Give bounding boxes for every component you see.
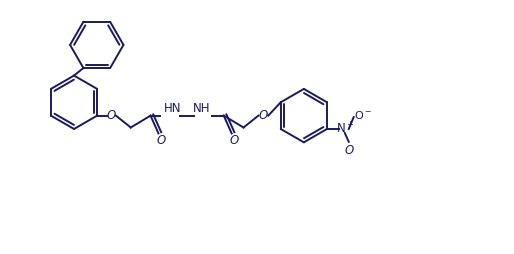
Text: NH: NH [193,102,211,115]
Text: O: O [157,134,166,147]
Text: O: O [230,134,239,147]
Text: O: O [344,144,354,157]
Text: N$^+$: N$^+$ [336,121,354,137]
Text: O$^-$: O$^-$ [354,109,372,121]
Text: O: O [106,109,116,122]
Text: O: O [259,109,268,122]
Text: HN: HN [163,102,181,115]
